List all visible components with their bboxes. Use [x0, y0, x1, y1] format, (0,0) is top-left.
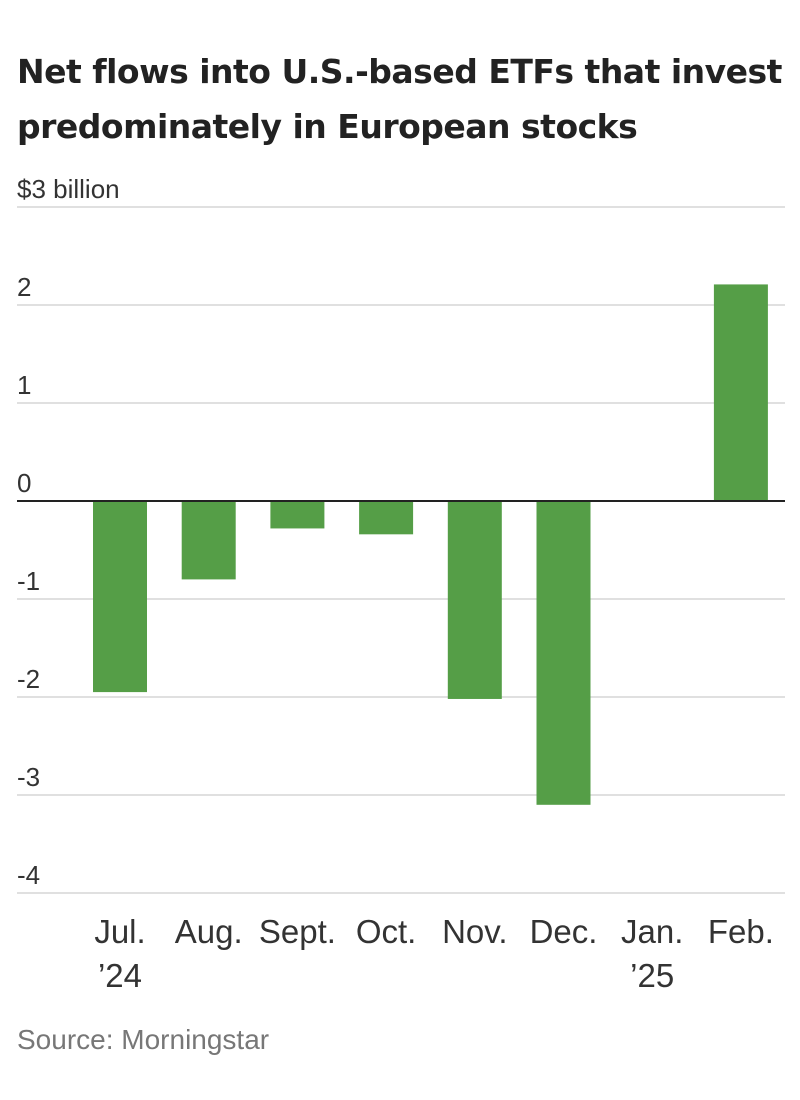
bar [713, 284, 768, 501]
y-tick-label: -2 [17, 664, 40, 694]
source-note: Source: Morningstar [17, 1024, 270, 1055]
y-tick-label: 0 [17, 468, 31, 498]
y-tick-label: 1 [17, 370, 31, 400]
y-tick-label: 2 [17, 272, 31, 302]
gridlines [17, 206, 785, 894]
y-tick-label: -1 [17, 566, 40, 596]
bar [93, 501, 147, 693]
bar [359, 501, 414, 535]
x-axis-labels: Jul. ’24 Aug. Sept. Oct. Nov. Dec. Jan. ’25 Feb. [94, 913, 774, 994]
bars [93, 284, 768, 805]
x-tick-label: Dec. [530, 913, 598, 950]
chart-title: Net flows into U.S.-based ETFs that inve… [17, 52, 782, 146]
x-tick-label: Nov. [442, 913, 507, 950]
x-tick-label: Feb. [708, 913, 774, 950]
bar [447, 501, 502, 699]
y-tick-label: -4 [17, 860, 40, 890]
y-axis-unit-label: $3 billion [17, 174, 120, 204]
x-tick-label: Sept. [259, 913, 336, 950]
bar [536, 501, 591, 805]
x-tick-label: Oct. [356, 913, 417, 950]
x-tick-label: Jul. ’24 [94, 913, 145, 994]
bar [181, 501, 236, 580]
x-tick-label: Aug. [175, 913, 243, 950]
y-tick-label: -3 [17, 762, 40, 792]
x-tick-label: Jan. ’25 [621, 913, 683, 994]
bar [270, 501, 325, 529]
y-axis-tick-labels: $3 billion 2 1 0 -1 -2 -3 -4 [17, 174, 120, 890]
